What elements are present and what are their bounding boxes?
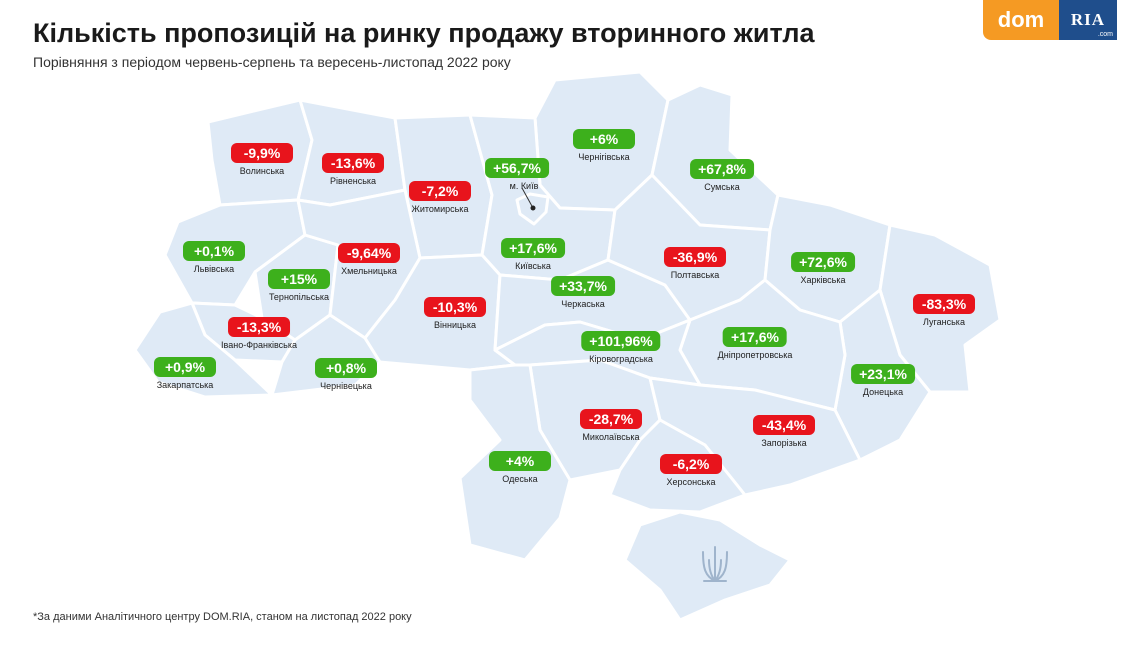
change-badge: +15%: [268, 269, 330, 289]
region-name: Запорізька: [761, 438, 807, 448]
change-badge: +4%: [489, 451, 551, 471]
region-label: -28,7% Миколаївська: [580, 409, 642, 442]
change-badge: +101,96%: [581, 331, 661, 351]
region-name: Луганська: [923, 317, 965, 327]
region-label: +23,1% Донецька: [851, 364, 915, 397]
logo-ria-mark: RIA .com: [1059, 0, 1117, 40]
change-badge: +0,1%: [183, 241, 245, 261]
region-label: -13,3% Івано-Франківська: [221, 317, 297, 350]
region-name: Чернігівська: [578, 152, 630, 162]
region-label: +33,7% Черкаська: [551, 276, 615, 309]
map-regions: [133, 70, 1002, 622]
region-label: +72,6% Харківська: [791, 252, 855, 285]
region-name: Вінницька: [434, 320, 476, 330]
change-badge: -13,6%: [322, 153, 384, 173]
page-title: Кількість пропозицій на ринку продажу вт…: [33, 18, 815, 48]
change-badge: -9,64%: [338, 243, 400, 263]
region-label: +101,96% Кіровоградська: [581, 331, 661, 364]
region-name: Волинська: [239, 166, 285, 176]
region-label: +15% Тернопільська: [268, 269, 330, 302]
region-label: +0,9% Закарпатська: [154, 357, 216, 390]
change-badge: -13,3%: [228, 317, 290, 337]
kyiv-city-name: м. Київ: [509, 181, 539, 191]
region-name: Полтавська: [670, 270, 720, 280]
region-label: -9,9% Волинська: [231, 143, 293, 176]
change-badge: +23,1%: [851, 364, 915, 384]
region-name: Дніпропетровська: [717, 350, 793, 360]
region-label: +4% Одеська: [489, 451, 551, 484]
region-name: Закарпатська: [156, 380, 214, 390]
region-label: -43,4% Запорізька: [753, 415, 815, 448]
region-name: Тернопільська: [268, 292, 330, 302]
page-subtitle: Порівняння з періодом червень-серпень та…: [33, 54, 511, 70]
region-label: +0,1% Львівська: [183, 241, 245, 274]
region-name: Київська: [515, 261, 551, 271]
region-name: Донецька: [862, 387, 904, 397]
region-label: -83,3% Луганська: [913, 294, 975, 327]
region-label: -7,2% Житомирська: [409, 181, 471, 214]
change-badge: +33,7%: [551, 276, 615, 296]
logo-com-text: .com: [1097, 31, 1113, 38]
change-badge: +17,6%: [501, 238, 565, 258]
region-label: -6,2% Херсонська: [660, 454, 722, 487]
region-label: +67,8% Сумська: [690, 159, 754, 192]
change-badge: -10,3%: [424, 297, 486, 317]
region-name: Рівненська: [329, 176, 377, 186]
trident-icon: [702, 546, 728, 582]
region-name: Івано-Франківська: [221, 340, 297, 350]
change-badge: +0,8%: [315, 358, 377, 378]
region-name: Чернівецька: [320, 381, 372, 391]
source-footnote: *За даними Аналітичного центру DOM.RIA, …: [33, 611, 412, 623]
region-name: Хмельницька: [341, 266, 397, 276]
region-label: -9,64% Хмельницька: [338, 243, 400, 276]
domria-logo: dom RIA .com: [983, 0, 1117, 40]
change-badge: -6,2%: [660, 454, 722, 474]
kyiv-city-pointer: [521, 187, 536, 211]
region-name: Харківська: [800, 275, 846, 285]
change-badge: +0,9%: [154, 357, 216, 377]
region-name: Кіровоградська: [589, 354, 653, 364]
change-badge: -83,3%: [913, 294, 975, 314]
change-badge: -43,4%: [753, 415, 815, 435]
region-label: -13,6% Рівненська: [322, 153, 384, 186]
change-badge: +72,6%: [791, 252, 855, 272]
change-badge: -7,2%: [409, 181, 471, 201]
region-label: +0,8% Чернівецька: [315, 358, 377, 391]
region-name: Херсонська: [666, 477, 716, 487]
region-label: +17,6% Київська: [501, 238, 565, 271]
region-name: Черкаська: [561, 299, 605, 309]
region-crimea: [623, 510, 792, 622]
region-name: Миколаївська: [582, 432, 640, 442]
change-badge: -9,9%: [231, 143, 293, 163]
region-name: Одеська: [502, 474, 538, 484]
change-badge: +6%: [573, 129, 635, 149]
change-badge: +67,8%: [690, 159, 754, 179]
region-label: -10,3% Вінницька: [424, 297, 486, 330]
change-badge: -28,7%: [580, 409, 642, 429]
region-label: +6% Чернігівська: [573, 129, 635, 162]
region-zaporizka: [648, 376, 862, 497]
region-label: +56,7%: [485, 158, 549, 181]
region-label: -36,9% Полтавська: [664, 247, 726, 280]
region-label: +17,6% Дніпропетровська: [717, 327, 793, 360]
change-badge: +17,6%: [723, 327, 787, 347]
logo-dom-text: dom: [983, 0, 1059, 40]
region-name: Житомирська: [411, 204, 469, 214]
change-badge: +56,7%: [485, 158, 549, 178]
logo-ria-text: RIA: [1070, 10, 1106, 29]
change-badge: -36,9%: [664, 247, 726, 267]
region-name: Сумська: [704, 182, 740, 192]
region-name: Львівська: [193, 264, 235, 274]
